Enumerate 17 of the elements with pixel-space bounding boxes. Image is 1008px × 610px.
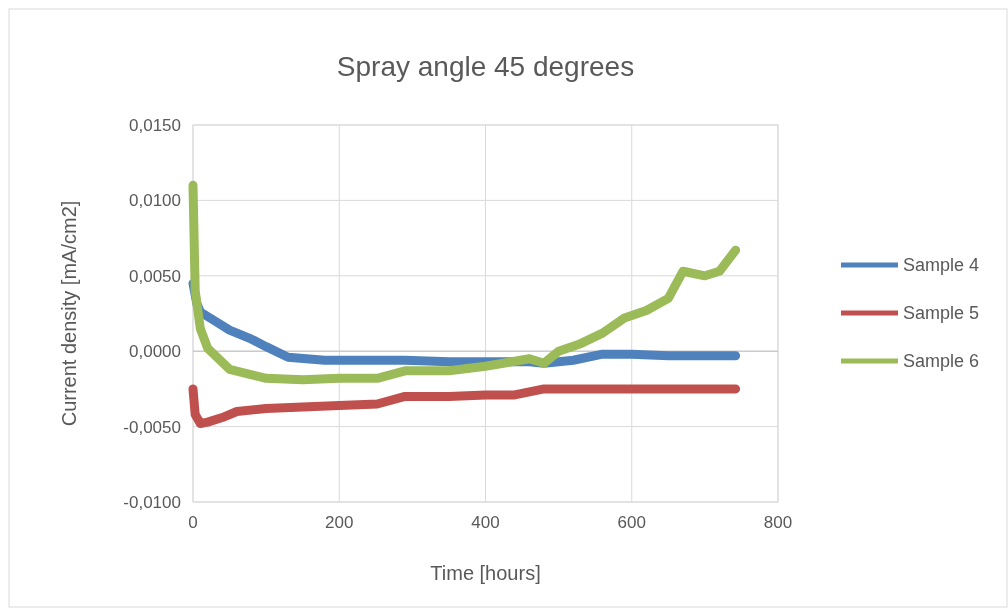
- legend-label: Sample 5: [903, 303, 980, 323]
- legend-label: Sample 4: [903, 255, 980, 275]
- legend-label: Sample 6: [903, 351, 980, 371]
- x-tick-label: 800: [763, 513, 793, 532]
- x-tick-label: 200: [325, 513, 354, 532]
- y-tick-label: 0,0150: [129, 116, 181, 135]
- x-tick-label: 600: [617, 513, 646, 532]
- y-tick-label: 0,0000: [129, 342, 181, 362]
- y-tick-label: 0,0100: [129, 191, 181, 211]
- x-axis-title: Time [hours]: [430, 562, 541, 584]
- chart-title: Spray angle 45 degrees: [336, 51, 635, 82]
- x-tick-label: 0: [188, 513, 198, 532]
- y-axis-title: Current density [mA/cm2]: [58, 200, 80, 427]
- y-tick-label: -0,0100: [123, 493, 181, 512]
- x-tick-label: 400: [471, 513, 500, 532]
- y-tick-label: -0,0050: [123, 417, 181, 437]
- y-tick-label: 0,0050: [129, 266, 181, 286]
